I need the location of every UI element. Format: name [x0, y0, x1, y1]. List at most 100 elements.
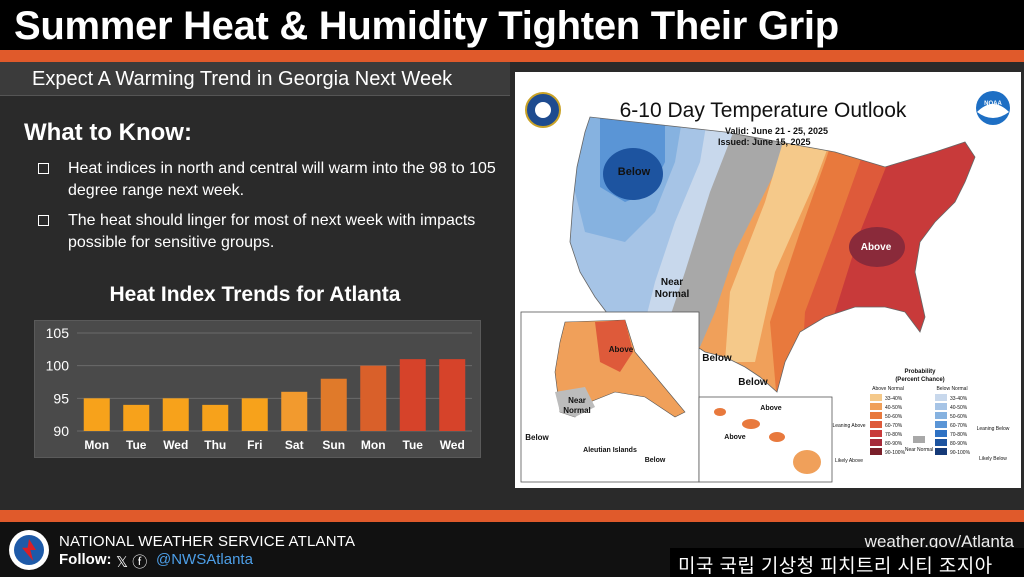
follow-label: Follow:	[59, 551, 112, 568]
outlook-map-svg: NOAA 6-10 Day Temperature Outlook Valid:…	[520, 91, 1010, 483]
page-title: Summer Heat & Humidity Tighten Their Gri…	[14, 4, 839, 48]
bar-tue-8	[399, 359, 426, 431]
legend-range-label: 60-70%	[950, 423, 968, 429]
x-tick-label: Wed	[163, 438, 188, 452]
legend-range-label: 40-50%	[950, 405, 968, 411]
hawaii-island-3	[769, 432, 785, 442]
legend-above-swatches: 33-40% 40-50% 50-60% 60-70% 70-80% 80-90% 90-1…	[870, 394, 906, 456]
legend-range-label: 70-80%	[885, 432, 903, 438]
legend-swatch	[935, 412, 947, 419]
bar-fri-4	[241, 398, 268, 431]
map-valid-date: Valid: June 21 - 25, 2025	[725, 126, 828, 136]
bar-sat-5	[281, 391, 308, 431]
label-alaska-near-1: Near	[568, 396, 586, 405]
label-hawaii-above-1: Above	[760, 405, 782, 412]
legend-swatch	[870, 421, 882, 428]
bullet-text-1: Heat indices in north and central will w…	[68, 160, 496, 199]
legend-near-normal-swatch	[913, 436, 925, 443]
legend-likely-above: Likely Above	[835, 458, 863, 464]
map-title: 6-10 Day Temperature Outlook	[620, 99, 907, 122]
checkbox-icon	[38, 215, 49, 226]
x-tick-label: Sat	[285, 438, 304, 452]
bar-tue-1	[123, 404, 150, 431]
legend-swatch	[870, 403, 882, 410]
chart-title: Heat Index Trends for Atlanta	[109, 283, 401, 306]
label-hawaii-above-2: Above	[724, 434, 746, 441]
label-below-texas-2: Below	[738, 377, 768, 388]
subtitle-text: Expect A Warming Trend in Georgia Next W…	[32, 68, 453, 90]
heat-index-chart: 90 95 100 105 Mon Tue Wed Thu Fri Sat Sun Mon Tue Wed	[34, 320, 481, 458]
x-tick-label: Tue	[126, 438, 147, 452]
social-icons[interactable]: 𝕏 ⓕ	[116, 554, 148, 571]
x-tick-label: Mon	[361, 438, 386, 452]
legend-leaning-above: Leaning Above	[832, 423, 865, 429]
map-issued-date: Issued: June 15, 2025	[718, 137, 811, 147]
legend-swatch	[935, 403, 947, 410]
caption-text: 미국 국립 기상청 피치트리 시티 조지아	[678, 556, 993, 577]
label-alaska-near-2: Normal	[563, 406, 591, 415]
subtitle-bar: Expect A Warming Trend in Georgia Next W…	[0, 62, 510, 96]
what-to-know-heading: What to Know:	[24, 119, 192, 146]
label-near-normal-2: Normal	[655, 289, 690, 300]
legend-swatch	[935, 394, 947, 401]
legend-likely-below: Likely Below	[979, 456, 1007, 462]
label-below-texas-1: Below	[702, 353, 732, 364]
bar-wed-2	[162, 398, 189, 431]
legend-below-swatches: 33-40% 40-50% 50-60% 60-70% 70-80% 80-90% 90-1…	[935, 394, 971, 456]
x-tick-label: Mon	[84, 438, 109, 452]
x-tick-label: Wed	[440, 438, 465, 452]
legend-subtitle: (Percent Chance)	[895, 377, 944, 383]
accent-stripe-top	[0, 50, 1024, 62]
bar-mon-7	[360, 365, 387, 431]
bar-mon-0	[83, 398, 110, 431]
website-link[interactable]: weather.gov/Atlanta	[864, 532, 1014, 551]
alaska-above-zone	[595, 320, 633, 372]
legend-range-label: 33-40%	[950, 396, 968, 402]
legend-title: Probability	[904, 369, 936, 375]
legend-range-label: 90-100%	[950, 450, 971, 456]
y-tick-label: 100	[46, 358, 70, 374]
legend-swatch	[935, 439, 947, 446]
legend-swatch	[870, 430, 882, 437]
legend-near-normal-label: Near Normal	[905, 447, 933, 453]
legend-range-label: 80-90%	[885, 441, 903, 447]
legend-swatch	[935, 421, 947, 428]
caption-overlay: 미국 국립 기상청 피치트리 시티 조지아	[670, 548, 1024, 577]
legend-range-label: 90-100%	[885, 450, 906, 456]
noaa-logo-text: NOAA	[984, 101, 1002, 107]
y-tick-label: 95	[53, 390, 69, 406]
nws-logo-icon	[9, 530, 49, 570]
y-tick-label: 90	[53, 423, 69, 439]
hawaii-island-4	[793, 450, 821, 474]
legend-range-label: 50-60%	[950, 414, 968, 420]
legend-range-label: 80-90%	[950, 441, 968, 447]
office-name: NATIONAL WEATHER SERVICE ATLANTA	[59, 533, 356, 550]
chart-canvas: 90 95 100 105 Mon Tue Wed Thu Fri Sat Sun Mon Tue Wed	[46, 325, 472, 452]
legend-above-header: Above Normal	[872, 386, 904, 392]
y-tick-label: 105	[46, 325, 70, 341]
legend-range-label: 40-50%	[885, 405, 903, 411]
legend-leaning-below: Leaning Below	[977, 426, 1010, 432]
legend-swatch	[870, 448, 882, 455]
bar-sun-6	[320, 378, 347, 431]
legend-swatch	[870, 412, 882, 419]
bar-wed-9	[439, 359, 466, 431]
label-alaska-above: Above	[609, 345, 634, 354]
x-tick-label: Fri	[247, 438, 262, 452]
commerce-seal-center	[535, 102, 551, 118]
probability-legend: Probability (Percent Chance) Above Norma…	[832, 369, 1009, 464]
checkbox-icon	[38, 163, 49, 174]
legend-swatch	[935, 430, 947, 437]
hawaii-island-2	[742, 419, 760, 429]
noaa-logo-wave	[977, 104, 1009, 118]
accent-stripe-bottom	[0, 510, 1024, 522]
label-near-normal-1: Near	[661, 277, 683, 288]
social-handle-link[interactable]: @NWSAtlanta	[156, 551, 253, 568]
label-below-northwest: Below	[618, 166, 651, 178]
legend-swatch	[870, 439, 882, 446]
x-tick-label: Thu	[204, 438, 226, 452]
bar-thu-3	[202, 404, 229, 431]
label-aleutian-below: Below	[645, 457, 666, 464]
label-alaska-below: Below	[525, 433, 549, 442]
legend-swatch	[935, 448, 947, 455]
